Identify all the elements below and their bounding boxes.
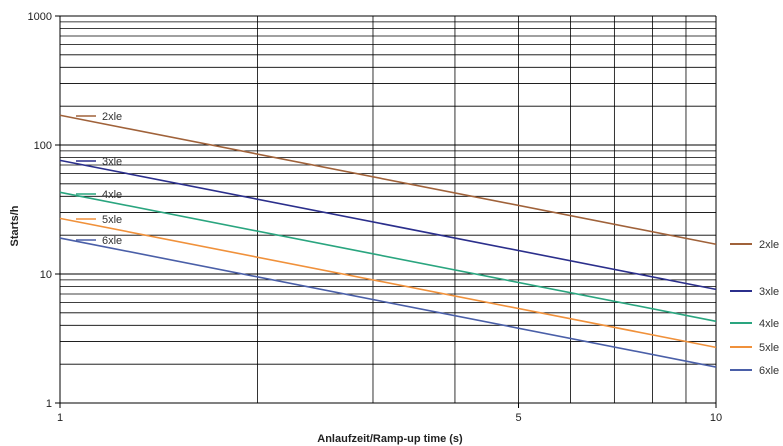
inline-legend-label-5xle: 5xle [102,214,122,226]
inline-legend: 2xle 3xle 4xle 5xle 6xle [76,111,122,247]
y-tick-label: 100 [34,140,52,152]
x-tick-label: 1 [57,412,63,424]
inline-legend-label-3xle: 3xle [102,156,122,168]
series-line-4xle [59,191,717,323]
x-tick-label: 5 [515,412,521,424]
inline-legend-label-2xle: 2xle [102,111,122,123]
x-tick-label: 10 [710,412,722,424]
y-axis-title: Starts/h [9,205,21,246]
tick-labels: 1 10 100 1000 1 5 10 [28,11,723,424]
series-line-3xle [59,159,717,291]
legend: 2xle 3xle 4xle 5xle 6xle [730,239,779,377]
inline-legend-label-6xle: 6xle [102,235,122,247]
y-tick-label: 10 [40,269,52,281]
series-lines [59,114,717,368]
y-tick-label: 1 [46,398,52,410]
series-line-5xle [59,217,717,349]
x-axis-title: Anlaufzeit/Ramp-up time (s) [317,433,463,445]
legend-label-5xle: 5xle [759,342,779,354]
legend-label-2xle: 2xle [759,239,779,251]
series-line-2xle [59,114,717,246]
legend-label-3xle: 3xle [759,286,779,298]
axes [55,15,717,408]
legend-label-6xle: 6xle [759,365,779,377]
y-tick-label: 1000 [28,11,52,23]
grid [60,15,716,404]
legend-label-4xle: 4xle [759,318,779,330]
inline-legend-label-4xle: 4xle [102,189,122,201]
series-line-6xle [59,237,717,368]
